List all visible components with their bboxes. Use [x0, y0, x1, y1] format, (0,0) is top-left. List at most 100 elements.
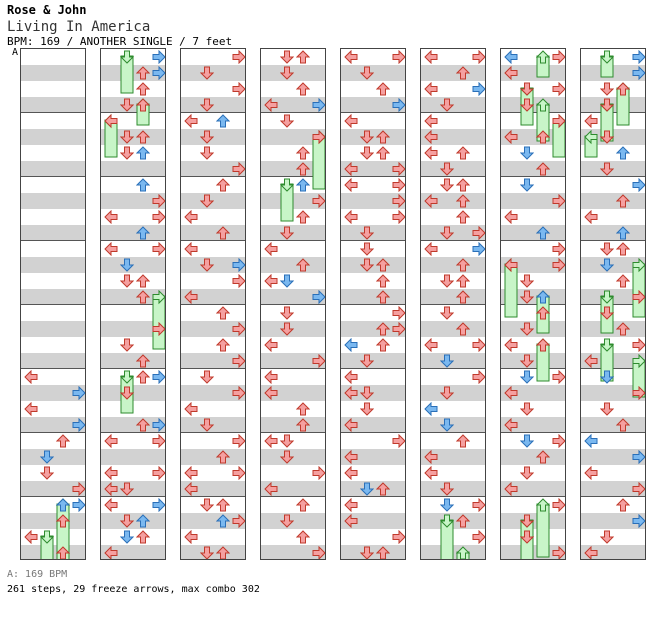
- step-arrow-down: [280, 450, 294, 464]
- step-arrow-left: [264, 338, 278, 352]
- step-arrow-down: [440, 98, 454, 112]
- step-arrow-up: [616, 242, 630, 256]
- step-arrow-right: [472, 50, 485, 64]
- step-arrow-left: [264, 98, 278, 112]
- step-arrow-up: [456, 322, 470, 336]
- step-arrow-left: [344, 338, 358, 352]
- step-arrow-down: [440, 498, 454, 512]
- step-arrow-right: [392, 194, 405, 208]
- step-arrow-down: [360, 226, 374, 240]
- measure-line: [21, 240, 85, 241]
- measure-line: [421, 112, 485, 113]
- measure-line: [101, 112, 165, 113]
- step-arrow-down: [360, 242, 374, 256]
- step-arrow-down: [200, 130, 214, 144]
- step-arrow-up: [216, 514, 230, 528]
- measure-line: [261, 240, 325, 241]
- chart-column-4: [260, 48, 326, 560]
- step-arrow-up: [536, 450, 550, 464]
- step-arrow-up: [376, 274, 390, 288]
- step-arrow-right: [392, 210, 405, 224]
- step-arrow-right: [312, 98, 325, 112]
- step-arrow-down: [40, 466, 54, 480]
- step-arrow-up: [456, 146, 470, 160]
- step-arrow-up: [296, 178, 310, 192]
- step-arrow-up: [376, 338, 390, 352]
- step-arrow-down: [520, 274, 534, 288]
- step-arrow-right: [152, 66, 165, 80]
- step-arrow-right: [232, 434, 245, 448]
- measure-line: [21, 112, 85, 113]
- freeze-arrow-down: [600, 290, 614, 334]
- step-arrow-up: [136, 274, 150, 288]
- step-arrow-left: [424, 402, 438, 416]
- step-arrow-down: [600, 370, 614, 384]
- step-arrow-left: [504, 386, 518, 400]
- chart-column-1: [20, 48, 86, 560]
- chart-meta: BPM: 169 / ANOTHER SINGLE / 7 feet: [7, 35, 233, 48]
- step-arrow-left: [344, 162, 358, 176]
- step-arrow-down: [440, 386, 454, 400]
- step-arrow-up: [216, 546, 230, 559]
- measure-line: [21, 176, 85, 177]
- step-arrow-down: [280, 514, 294, 528]
- step-arrow-right: [392, 434, 405, 448]
- measure-line: [421, 496, 485, 497]
- measure-line: [101, 496, 165, 497]
- measure-line: [181, 304, 245, 305]
- step-arrow-left: [504, 210, 518, 224]
- measure-line: [261, 368, 325, 369]
- step-arrow-right: [632, 178, 645, 192]
- step-arrow-up: [456, 66, 470, 80]
- step-arrow-up: [216, 226, 230, 240]
- step-arrow-down: [120, 146, 134, 160]
- step-arrow-up: [216, 338, 230, 352]
- step-arrow-left: [424, 50, 438, 64]
- step-arrow-down: [360, 386, 374, 400]
- step-arrow-right: [72, 498, 85, 512]
- step-arrow-left: [184, 530, 198, 544]
- step-arrow-up: [376, 482, 390, 496]
- step-arrow-up: [536, 306, 550, 320]
- step-arrow-right: [552, 50, 565, 64]
- step-arrow-down: [120, 530, 134, 544]
- step-arrow-up: [616, 146, 630, 160]
- step-arrow-down: [440, 482, 454, 496]
- step-arrow-left: [584, 466, 598, 480]
- step-arrow-left: [184, 466, 198, 480]
- step-arrow-up: [616, 274, 630, 288]
- step-arrow-up: [216, 306, 230, 320]
- step-arrow-up: [536, 290, 550, 304]
- freeze-arrow-up: [456, 546, 470, 559]
- step-arrow-left: [424, 82, 438, 96]
- step-arrow-up: [296, 258, 310, 272]
- chart-column-6: [420, 48, 486, 560]
- step-arrow-right: [632, 66, 645, 80]
- step-arrow-right: [552, 434, 565, 448]
- step-arrow-down: [280, 50, 294, 64]
- measure-line: [341, 176, 405, 177]
- measure-line: [581, 240, 645, 241]
- step-arrow-up: [376, 546, 390, 559]
- measure-line: [421, 432, 485, 433]
- measure-line: [421, 240, 485, 241]
- step-arrow-up: [56, 546, 70, 559]
- step-arrow-down: [360, 130, 374, 144]
- step-arrow-down: [520, 402, 534, 416]
- step-arrow-right: [552, 194, 565, 208]
- freeze-arrow-down: [440, 514, 454, 559]
- step-arrow-down: [440, 274, 454, 288]
- step-arrow-right: [472, 530, 485, 544]
- step-arrow-right: [392, 322, 405, 336]
- step-arrow-down: [200, 258, 214, 272]
- step-arrow-up: [616, 194, 630, 208]
- step-arrow-down: [200, 194, 214, 208]
- measure-line: [341, 496, 405, 497]
- step-arrow-left: [504, 338, 518, 352]
- step-arrow-left: [264, 274, 278, 288]
- step-arrow-left: [24, 530, 38, 544]
- measure-line: [341, 432, 405, 433]
- step-arrow-down: [280, 322, 294, 336]
- step-arrow-left: [344, 418, 358, 432]
- step-arrow-left: [504, 66, 518, 80]
